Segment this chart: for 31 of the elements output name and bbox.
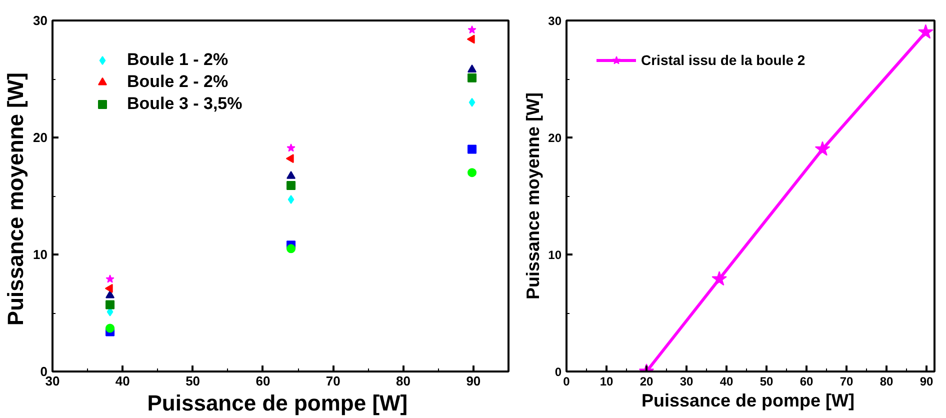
legend-label: Cristal issu de la boule 2 — [641, 52, 806, 68]
y-tick-label: 30 — [548, 14, 562, 28]
x-tick-label: 70 — [326, 374, 340, 388]
legend-label: Boule 1 - 2% — [127, 50, 228, 70]
x-tick-label: 90 — [466, 374, 481, 388]
y-tick-label: 20 — [33, 130, 48, 145]
x-tick-label: 30 — [680, 374, 694, 388]
x-axis-title: Puissance de pompe [W] — [641, 390, 855, 410]
x-tick-label: 60 — [256, 374, 270, 388]
x-axis-title: Puissance de pompe [W] — [147, 390, 408, 416]
x-tick-label: 20 — [640, 374, 654, 388]
x-tick-label: 70 — [840, 374, 854, 388]
x-tick-label: 50 — [186, 374, 200, 388]
x-tick-label: 80 — [880, 374, 894, 388]
x-tick-label: 80 — [396, 374, 411, 388]
legend-label: Boule 3 - 3,5% — [127, 94, 242, 114]
x-tick-label: 90 — [920, 374, 934, 388]
y-tick-label: 0 — [554, 365, 562, 379]
x-tick-label: 40 — [720, 374, 734, 388]
legend-label: Boule 2 - 2% — [127, 72, 228, 92]
x-tick-label: 0 — [563, 374, 570, 388]
y-axis-title: Puissance moyenne [W] — [3, 72, 28, 326]
x-tick-label: 50 — [760, 374, 774, 388]
x-tick-label: 60 — [800, 374, 814, 388]
x-tick-label: 10 — [600, 374, 614, 388]
y-tick-label: 20 — [548, 131, 562, 145]
y-tick-label: 30 — [33, 13, 48, 28]
y-tick-label: 10 — [33, 247, 48, 262]
x-tick-label: 40 — [115, 374, 130, 388]
y-tick-label: 10 — [548, 248, 562, 262]
y-axis-title: Puissance moyenne [W] — [523, 92, 544, 300]
